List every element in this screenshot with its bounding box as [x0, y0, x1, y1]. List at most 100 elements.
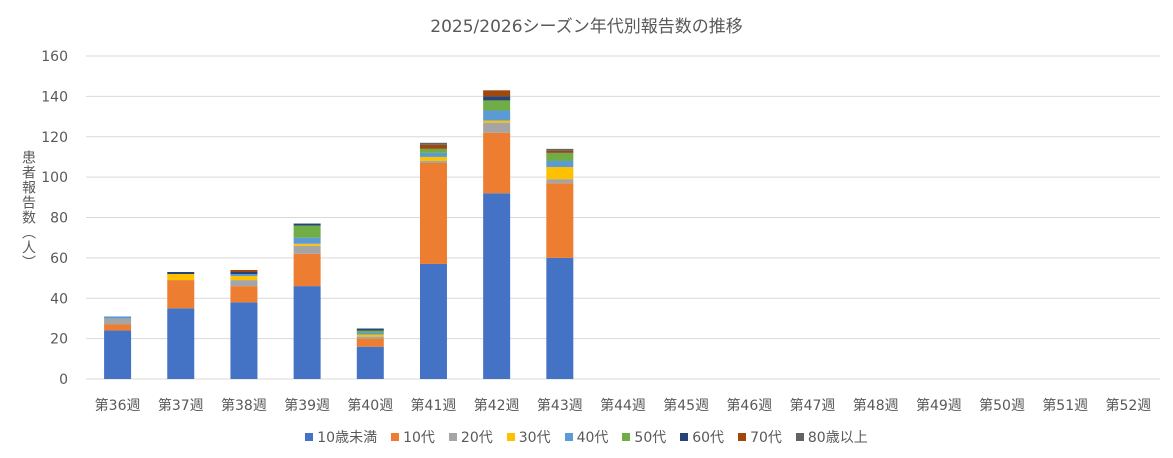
bar-segment-50代-第43週	[546, 152, 574, 161]
bar-segment-10代-第39週	[293, 253, 321, 287]
y-tick-label: 0	[59, 372, 68, 388]
legend-item: 60代	[680, 427, 724, 447]
legend-swatch	[506, 433, 515, 441]
bar-segment-60代-第39週	[293, 223, 321, 226]
y-tick-label: 20	[50, 332, 68, 348]
legend: 10歳未満 10代 20代 30代 40代 50代 60代 70代 80歳以上	[0, 427, 1173, 447]
bar-segment-10代-第42週	[483, 132, 511, 194]
bar-segment-50代-第42週	[483, 100, 511, 111]
bar-segment-10代-第40週	[356, 338, 384, 347]
x-tick-label: 第51週	[1042, 397, 1088, 414]
legend-swatch	[564, 433, 573, 441]
legend-label: 10歳未満	[317, 430, 378, 446]
x-tick-label: 第37週	[158, 397, 204, 414]
bar-segment-40代-第41週	[419, 152, 447, 157]
x-tick-label: 第48週	[853, 397, 899, 414]
bar-segment-30代-第43週	[546, 167, 574, 180]
bar-segment-10代-第43週	[546, 183, 574, 258]
bar-segment-30代-第42週	[483, 120, 511, 123]
chart-title: 2025/2026シーズン年代別報告数の推移	[430, 17, 743, 37]
bar-segment-80歳以上-第41週	[419, 142, 447, 145]
legend-item: 50代	[622, 427, 666, 447]
bar-segment-20代-第40週	[356, 336, 384, 339]
y-tick-label: 80	[50, 211, 68, 227]
legend-label: 60代	[692, 430, 725, 446]
bar-segment-70代-第43週	[546, 150, 574, 153]
bar-segment-10歳未満-第37週	[167, 308, 195, 379]
bar-segment-70代-第38週	[230, 269, 258, 273]
x-tick-label: 第40週	[347, 397, 393, 414]
bar-segment-10歳未満-第42週	[483, 193, 511, 379]
x-tick-label: 第42週	[474, 397, 520, 414]
bar-segment-10歳未満-第36週	[104, 330, 132, 379]
bar-segment-30代-第38週	[230, 276, 258, 281]
legend-item: 70代	[738, 427, 782, 447]
bar-segment-30代-第37週	[167, 274, 195, 281]
legend-item: 10歳未満	[305, 427, 377, 447]
bar-segment-40代-第43週	[546, 160, 574, 168]
bar-segment-30代-第39週	[293, 243, 321, 246]
y-tick-label: 40	[50, 291, 68, 307]
x-tick-label: 第45週	[663, 397, 709, 414]
bar-segment-10歳未満-第39週	[293, 286, 321, 379]
legend-label: 50代	[634, 430, 667, 446]
legend-swatch	[795, 433, 804, 441]
bar-segment-10代-第36週	[104, 324, 132, 331]
legend-item: 80歳以上	[795, 427, 868, 447]
bar-segment-40代-第42週	[483, 110, 511, 121]
legend-label: 40代	[576, 430, 609, 446]
legend-label: 70代	[750, 430, 782, 446]
x-tick-label: 第47週	[790, 397, 836, 414]
bar-segment-50代-第41週	[419, 148, 447, 153]
bar-segment-20代-第43週	[546, 179, 574, 184]
bar-segment-10代-第37週	[167, 280, 195, 309]
bar-segment-60代-第40週	[356, 328, 384, 331]
y-tick-label: 60	[50, 251, 68, 267]
x-tick-label: 第46週	[726, 397, 772, 414]
x-tick-label: 第49週	[916, 397, 962, 414]
bar-segment-70代-第41週	[419, 144, 447, 149]
bar-segment-10歳未満-第40週	[356, 346, 384, 379]
legend-label: 80歳以上	[807, 430, 868, 446]
y-axis-label: 患者報告数（人）	[20, 150, 36, 270]
x-tick-label: 第39週	[284, 397, 330, 414]
bar-segment-60代-第37週	[167, 272, 195, 275]
bar-segment-20代-第39週	[293, 245, 321, 254]
bar-segment-20代-第41週	[419, 160, 447, 163]
bar-segment-70代-第42週	[483, 90, 511, 97]
x-tick-label: 第52週	[1105, 397, 1151, 414]
legend-label: 10代	[403, 430, 435, 446]
bar-segment-80歳以上-第43週	[546, 148, 574, 151]
bar-segment-20代-第42週	[483, 122, 511, 133]
bar-segment-10代-第38週	[230, 286, 258, 303]
bar-segment-60代-第38週	[230, 272, 258, 275]
legend-item: 20代	[448, 427, 493, 447]
bar-segment-40代-第40週	[356, 332, 384, 335]
x-tick-label: 第36週	[95, 397, 141, 414]
legend-swatch	[448, 433, 457, 441]
legend-item: 10代	[391, 427, 435, 447]
x-tick-label: 第43週	[537, 397, 583, 414]
bar-segment-10歳未満-第38週	[230, 302, 258, 379]
legend-swatch	[305, 433, 314, 441]
legend-item: 30代	[506, 427, 551, 447]
x-tick-label: 第44週	[600, 397, 646, 414]
x-tick-label: 第50週	[979, 397, 1025, 414]
bar-segment-50代-第39週	[293, 225, 321, 238]
legend-swatch	[391, 433, 400, 441]
x-tick-label: 第41週	[411, 397, 457, 414]
bar-segment-10代-第41週	[419, 162, 447, 264]
legend-label: 30代	[518, 430, 551, 446]
bar-segment-20代-第36週	[104, 318, 132, 325]
bar-segment-60代-第42週	[483, 96, 511, 101]
legend-swatch	[680, 433, 689, 441]
legend-label: 20代	[460, 430, 493, 446]
bar-segment-30代-第40週	[356, 334, 384, 337]
bar-segment-20代-第38週	[230, 280, 258, 287]
y-tick-label: 120	[41, 130, 68, 146]
bar-segment-40代-第39週	[293, 237, 321, 244]
bar-segment-40代-第36週	[104, 316, 132, 319]
bar-segment-40代-第38週	[230, 274, 258, 277]
bar-segment-30代-第41週	[419, 156, 447, 161]
